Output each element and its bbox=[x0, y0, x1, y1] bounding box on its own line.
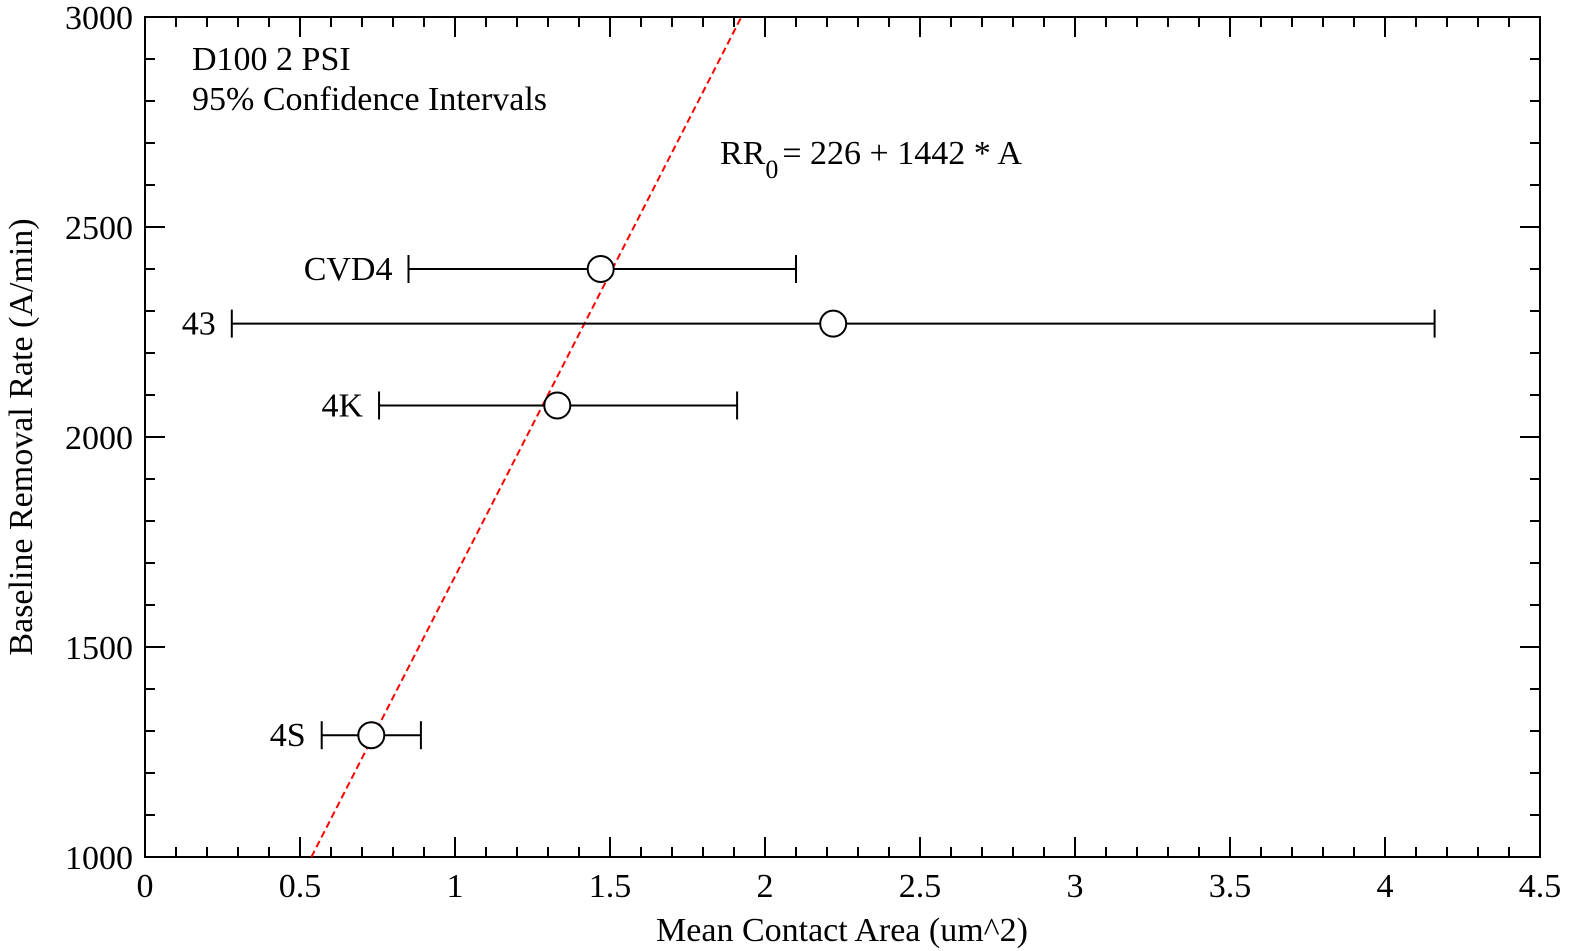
x-axis-title: Mean Contact Area (um^2) bbox=[656, 912, 1028, 949]
equation: RR0 = 226 + 1442 * A bbox=[720, 135, 1022, 184]
y-tick-label: 2500 bbox=[65, 210, 133, 247]
y-tick-label: 3000 bbox=[65, 0, 133, 37]
x-tick-label: 0 bbox=[137, 868, 154, 905]
annotation: D100 2 PSI bbox=[192, 41, 351, 78]
x-tick-label: 3.5 bbox=[1209, 868, 1252, 905]
point-label: 4S bbox=[270, 717, 306, 754]
x-tick-label: 3 bbox=[1067, 868, 1084, 905]
x-tick-label: 2.5 bbox=[899, 868, 942, 905]
y-tick-label: 2000 bbox=[65, 420, 133, 457]
equation-main: RR bbox=[720, 135, 766, 172]
y-tick-label: 1000 bbox=[65, 840, 133, 877]
point bbox=[819, 309, 848, 338]
fit-line bbox=[310, 16, 743, 858]
x-tick-label: 2 bbox=[757, 868, 774, 905]
equation-subscript: 0 bbox=[765, 155, 778, 184]
y-tick-label: 1500 bbox=[65, 630, 133, 667]
equation-rest: = 226 + 1442 * A bbox=[782, 135, 1022, 172]
x-tick-label: 4 bbox=[1377, 868, 1394, 905]
x-tick-label: 1 bbox=[447, 868, 464, 905]
y-axis-title: Baseline Removal Rate (A/min) bbox=[3, 218, 40, 655]
point bbox=[586, 255, 615, 283]
point-label: 43 bbox=[182, 306, 216, 343]
x-tick-label: 0.5 bbox=[279, 868, 322, 905]
point bbox=[357, 721, 386, 750]
point bbox=[543, 391, 572, 420]
x-tick-label: 4.5 bbox=[1519, 868, 1562, 905]
x-tick-label: 1.5 bbox=[589, 868, 632, 905]
annotation: 95% Confidence Intervals bbox=[192, 81, 547, 118]
point-label: 4K bbox=[321, 388, 363, 425]
point-label: CVD4 bbox=[304, 251, 393, 288]
